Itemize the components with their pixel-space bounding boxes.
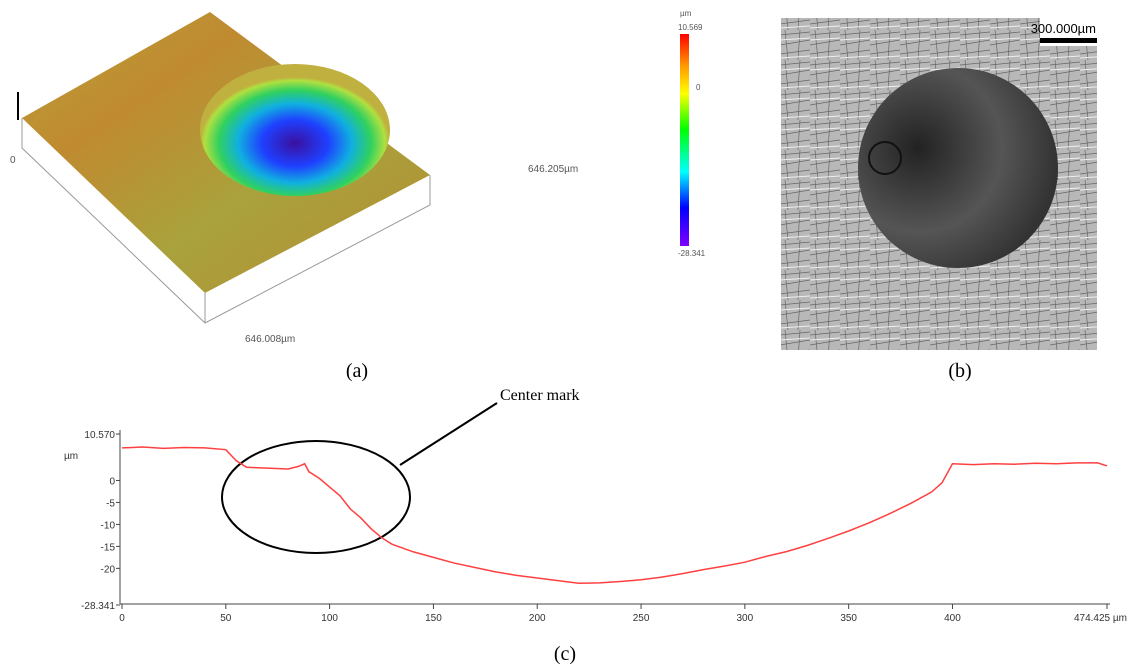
- figure: 0 646.205µm 646.008µm (a) µm 10.569 0 -2…: [0, 0, 1134, 670]
- y-tick-label: -15: [101, 542, 116, 553]
- y-tick-label: -28.341: [81, 601, 115, 612]
- panel-c: µm Center mark (c) 0 50 100 150 200 250 300 350…: [64, 387, 1127, 665]
- panel-b: 300.000µm (b): [781, 18, 1097, 382]
- annotation: Center mark: [500, 387, 580, 404]
- profile-line: [122, 447, 1107, 583]
- scale-bar: [1040, 38, 1097, 43]
- x-tick-label: 100: [321, 613, 338, 624]
- colorbar-min: -28.341: [678, 249, 706, 258]
- y-tick-label: -20: [101, 564, 116, 575]
- colorbar-mid: 0: [696, 83, 701, 92]
- x-tick-label: 474.425 µm: [1074, 613, 1127, 624]
- y-label: 646.205µm: [528, 164, 578, 175]
- callout-line: [400, 403, 497, 465]
- x-tick-label: 250: [633, 613, 650, 624]
- x-tick-label: 0: [119, 613, 125, 624]
- y-tick-label: 10.570: [84, 430, 115, 441]
- x-tick-label: 50: [220, 613, 232, 624]
- caption: (c): [554, 643, 576, 665]
- x-tick-label: 200: [529, 613, 546, 624]
- x-tick-label: 400: [944, 613, 961, 624]
- x-label: 646.008µm: [245, 334, 295, 345]
- highlight-ellipse: [222, 441, 410, 553]
- caption: (b): [948, 360, 971, 382]
- x-tick-label: 150: [425, 613, 442, 624]
- crater: [200, 64, 390, 196]
- colorbar: [680, 34, 689, 246]
- y-unit: µm: [64, 451, 78, 462]
- x-tick-label: 350: [840, 613, 857, 624]
- scale-label: 300.000µm: [1031, 21, 1096, 36]
- panel-a: 0 646.205µm 646.008µm (a) µm 10.569 0 -2…: [10, 9, 706, 382]
- page: 0 646.205µm 646.008µm (a) µm 10.569 0 -2…: [0, 0, 1134, 670]
- y-tick-label: -5: [106, 498, 115, 509]
- x-tick-label: 300: [737, 613, 754, 624]
- wear-scar: [858, 68, 1058, 268]
- colorbar-unit: µm: [680, 9, 692, 18]
- caption: (a): [346, 360, 368, 382]
- y-tick-label: 0: [109, 476, 115, 487]
- z-label: 0: [10, 155, 16, 166]
- y-tick-label: -10: [101, 520, 116, 531]
- colorbar-max: 10.569: [678, 23, 703, 32]
